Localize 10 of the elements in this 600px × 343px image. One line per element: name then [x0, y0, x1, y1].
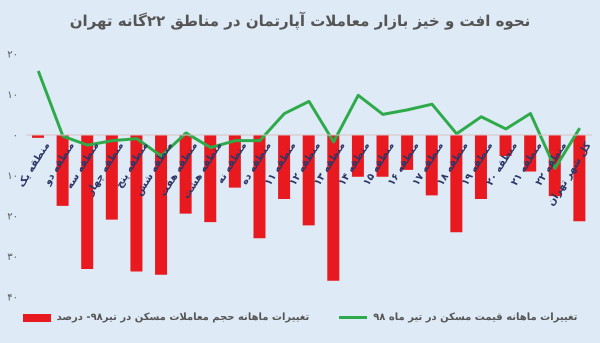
- y-tick-label: ۰: [12, 130, 18, 142]
- y-tick-label: ۴۰: [7, 292, 18, 304]
- y-tick-label: ۲۰: [7, 212, 18, 223]
- y-tick-label: ۲۰: [7, 50, 18, 61]
- y-tick-label: ۳۰: [7, 252, 18, 264]
- y-tick-label: ۱۰: [7, 90, 18, 102]
- y-tick-label: ۱۰: [7, 171, 18, 182]
- chart-title: نحوه افت و خیز بازار معاملات آپارتمان در مناطق ۲۲گانه تهران: [68, 10, 532, 32]
- legend-label: تغییرات ماهانه قیمت مسکن در تیر ماه ۹۸: [373, 312, 578, 323]
- legend-label: تغییرات ماهانه حجم معاملات مسکن در تیر۹۸- درصد: [56, 312, 310, 323]
